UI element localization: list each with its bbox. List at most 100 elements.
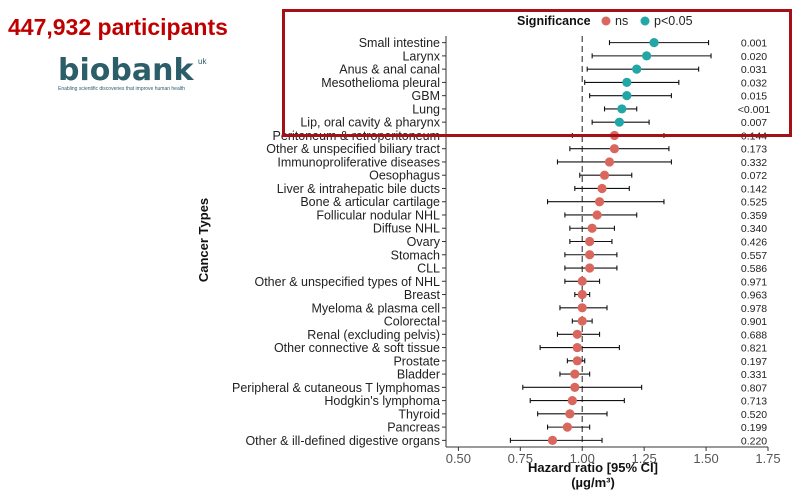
hazard-ratio-point [617, 104, 627, 114]
hazard-ratio-point [572, 356, 582, 366]
row-label: Myeloma & plasma cell [311, 301, 440, 315]
logo-tagline: Enabling scientific discoveries that imp… [58, 86, 186, 92]
hazard-ratio-point [577, 276, 587, 286]
p-value: 0.359 [741, 210, 767, 222]
row-label: Immunoproliferative diseases [277, 155, 440, 169]
biobank-logo: biobank uk [58, 53, 207, 88]
row-label: Peritoneum & retroperitoneum [273, 129, 440, 143]
row-label: Other & unspecified types of NHL [254, 275, 440, 289]
p-value: 0.426 [741, 237, 767, 249]
hazard-ratio-point [622, 91, 632, 101]
hazard-ratio-point [572, 342, 582, 353]
hazard-ratio-point [587, 223, 597, 233]
logo-wordmark: biobank [58, 53, 194, 88]
hazard-ratio-point [577, 289, 587, 300]
p-value: 0.020 [741, 51, 767, 63]
hazard-ratio-point [594, 197, 605, 207]
row-label: Liver & intrahepatic bile ducts [277, 182, 440, 196]
p-value: 0.007 [741, 117, 767, 129]
x-tick-label: 1.50 [693, 451, 718, 466]
p-value: 0.199 [741, 422, 767, 434]
legend-sig-marker [640, 16, 650, 26]
row-label: Mesothelioma pleural [321, 76, 440, 90]
legend-sig-label: p<0.05 [654, 14, 693, 28]
legend-ns-marker [601, 16, 611, 26]
x-tick-label: 1.75 [755, 451, 780, 466]
hazard-ratio-point [567, 395, 577, 406]
hazard-ratio-point [622, 77, 632, 88]
row-label: Other connective & soft tissue [274, 341, 440, 355]
hazard-ratio-point [570, 382, 580, 392]
hazard-ratio-point [599, 170, 610, 180]
row-label: Anus & anal canal [339, 63, 440, 77]
p-value: 0.340 [741, 223, 767, 235]
hazard-ratio-point [609, 144, 620, 154]
p-value: 0.031 [741, 64, 767, 76]
p-value: 0.688 [741, 329, 767, 341]
hazard-ratio-point [572, 329, 582, 339]
p-value: 0.331 [741, 369, 767, 381]
p-value: 0.072 [741, 170, 767, 182]
x-axis-units: (µg/m³) [571, 475, 615, 490]
p-value: 0.971 [741, 276, 767, 288]
p-value: 0.586 [741, 263, 767, 275]
row-label: GBM [412, 89, 440, 103]
p-value: 0.713 [741, 396, 767, 408]
y-axis-title: Cancer Types [196, 198, 211, 282]
row-label: Hodgkin's lymphoma [324, 394, 440, 408]
p-value: 0.525 [741, 197, 767, 209]
hazard-ratio-point [577, 303, 587, 313]
x-tick-label: 0.75 [508, 451, 533, 466]
row-label: Breast [404, 288, 441, 302]
legend-ns-label: ns [615, 14, 628, 28]
p-value: 0.963 [741, 290, 767, 302]
p-value: 0.173 [741, 144, 767, 156]
p-value: 0.557 [741, 250, 767, 262]
hazard-ratio-point [585, 250, 595, 260]
p-value: 0.220 [741, 435, 767, 447]
row-label: Peripheral & cutaneous T lymphomas [232, 381, 440, 395]
p-value: 0.901 [741, 316, 767, 328]
x-tick-label: 1.00 [570, 451, 595, 466]
hazard-ratio-point [570, 369, 580, 379]
x-axis-title: Hazard ratio [95% CI] [528, 460, 658, 475]
row-label: Oesophagus [369, 169, 440, 183]
p-value: 0.520 [741, 409, 767, 421]
p-value: 0.142 [741, 183, 767, 195]
hazard-ratio-point [592, 210, 602, 220]
row-label: Bladder [397, 368, 440, 382]
row-label: Colorectal [384, 315, 440, 329]
p-value: 0.807 [741, 382, 767, 394]
headline: 447,932 participants [8, 14, 228, 40]
row-label: Stomach [391, 248, 440, 262]
p-value: 0.332 [741, 157, 767, 169]
hazard-ratio-point [565, 409, 575, 419]
plot-area: 0.50 0.75 1.00 1.25 1.50 1.75 Small intestine 0… [232, 36, 781, 466]
row-label: Other & ill-defined digestive organs [245, 434, 440, 448]
hazard-ratio-point [577, 316, 587, 326]
hazard-ratio-point [642, 51, 652, 61]
row-label: Ovary [407, 235, 441, 249]
row-label: Follicular nodular NHL [316, 208, 440, 222]
hazard-ratio-point [604, 157, 615, 167]
row-label: CLL [417, 262, 440, 276]
hazard-ratio-point [562, 422, 572, 432]
row-label: Thyroid [398, 407, 440, 421]
x-tick-label: 0.50 [446, 451, 471, 466]
legend: Significance ns p<0.05 [517, 14, 693, 28]
p-value: 0.197 [741, 356, 767, 368]
logo-superscript: uk [198, 57, 207, 66]
row-label: Other & unspecified biliary tract [266, 142, 440, 156]
row-label: Bone & articular cartilage [300, 195, 440, 209]
p-value: <0.001 [738, 104, 771, 116]
row-label: Small intestine [359, 36, 440, 50]
hazard-ratio-point [547, 435, 558, 445]
legend-title: Significance [517, 14, 591, 28]
p-value: 0.015 [741, 91, 767, 103]
row-label: Lung [412, 102, 440, 116]
p-value: 0.821 [741, 343, 767, 355]
p-value: 0.978 [741, 303, 767, 315]
x-tick-label: 1.25 [631, 451, 656, 466]
hazard-ratio-point [585, 263, 595, 273]
